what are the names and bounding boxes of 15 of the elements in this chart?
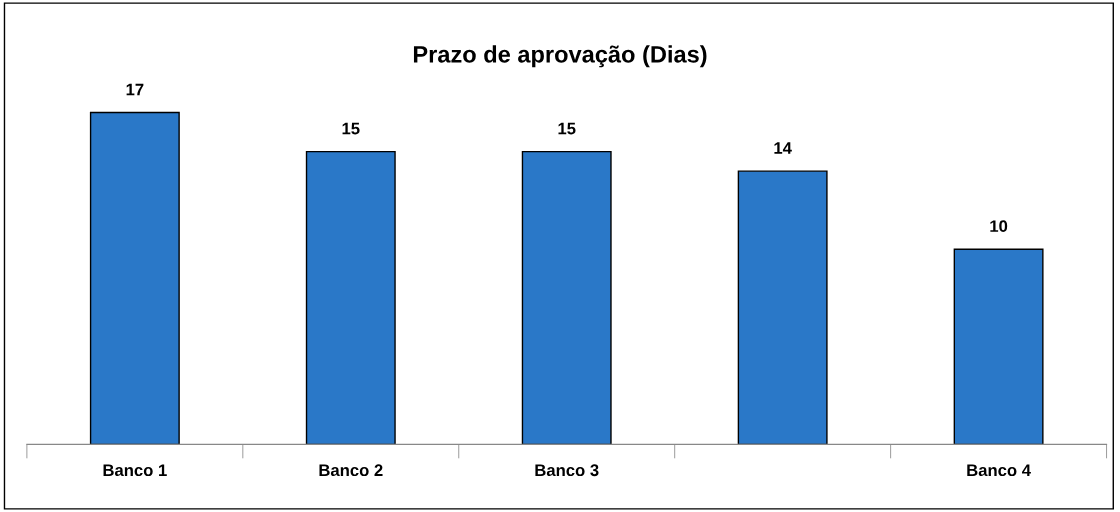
bar [89, 111, 180, 445]
bar [521, 150, 612, 445]
x-tick-label: Banco 2 [319, 464, 383, 477]
data-label: 14 [774, 142, 792, 154]
chart-title: Prazo de aprovação (Dias) [413, 45, 707, 68]
bar [953, 248, 1044, 445]
data-label: 10 [990, 220, 1008, 233]
x-tick-label: Banco 1 [103, 464, 167, 477]
x-tick-label: Banco 4 [967, 464, 1031, 477]
bar [305, 150, 396, 445]
data-label: 15 [342, 122, 360, 135]
x-tick-label: Banco 3 [535, 464, 599, 477]
data-label: 17 [126, 83, 144, 96]
bar [737, 170, 828, 445]
data-label: 15 [558, 122, 576, 135]
